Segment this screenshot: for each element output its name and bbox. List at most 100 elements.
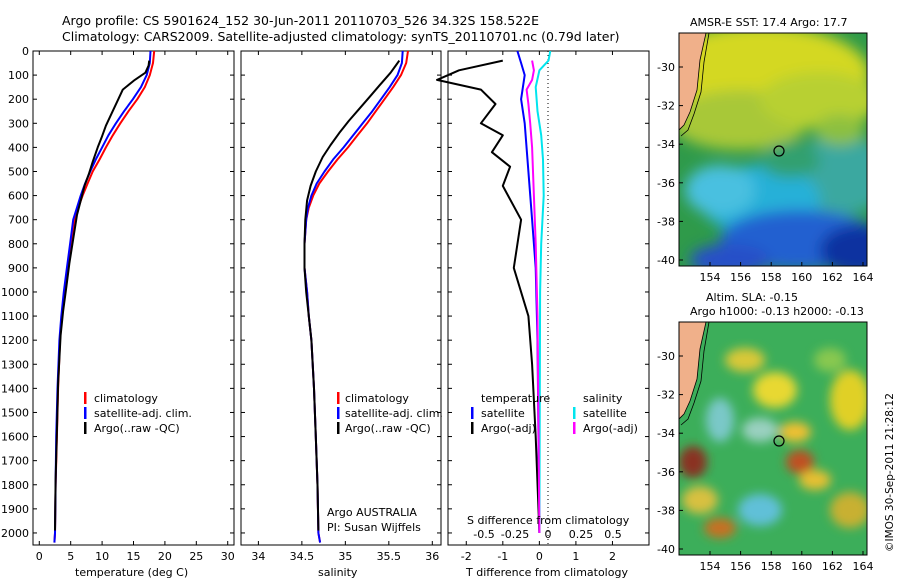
sla-map-axes: 154 156 158 160 162 164 -30 -32 -34 -36 -38 -40	[657, 350, 873, 573]
y-tick-label: 1900	[1, 503, 29, 516]
legend-swatch-argo	[84, 422, 87, 434]
series-line-climatology	[303, 50, 409, 543]
series-line-satellite	[534, 50, 552, 534]
y-tick-label: 1600	[1, 431, 29, 444]
lat-tick-label: -38	[657, 504, 675, 517]
legend-label-t-satellite: satellite	[481, 407, 525, 420]
lon-tick-label: 156	[730, 271, 751, 284]
x-tick-label: 30	[221, 550, 235, 563]
y-tick-label: 1800	[1, 479, 29, 492]
figure-title-line2: Climatology: CARS2009. Satellite-adjuste…	[62, 29, 619, 44]
legend-label-satellite: satellite-adj. clim.	[345, 407, 443, 420]
y-tick-label: 1300	[1, 358, 29, 371]
legend-label-argo: Argo(..raw -QC)	[345, 422, 431, 435]
argo-location-marker	[773, 145, 785, 157]
legend-swatch-s-argo	[573, 422, 576, 434]
difference-legend: temperature satellite Argo(-adj) salinit…	[471, 392, 638, 435]
temperature-x-axis: 0 5 10 15 20 25 30	[36, 51, 235, 563]
lat-tick-label: -40	[657, 543, 675, 556]
sst-map-title: AMSR-E SST: 17.4 Argo: 17.7	[690, 16, 848, 29]
lat-tick-label: -30	[657, 350, 675, 363]
y-tick-label: 600	[8, 190, 29, 203]
sla-field	[679, 322, 867, 555]
lat-tick-label: -34	[657, 427, 675, 440]
difference-x-axis: -2 -1 0 1 2	[461, 51, 616, 563]
legend-title-salinity: salinity	[583, 392, 623, 405]
shelf-contour	[680, 322, 710, 426]
y-tick-label: 0	[22, 45, 29, 58]
sla-map-title2: Argo h1000: -0.13 h2000: -0.13	[690, 305, 864, 318]
lon-tick-label: 156	[730, 560, 751, 573]
y-tick-label: 200	[8, 93, 29, 106]
y-tick-label: 1400	[1, 382, 29, 395]
pi-label: PI: Susan Wijffels	[327, 521, 421, 534]
sla-map-title1: Altim. SLA: -0.15	[706, 291, 798, 304]
x-tick-label: 0	[36, 550, 43, 563]
australia-coast	[679, 33, 707, 131]
shelf-contour	[680, 33, 710, 137]
salinity-x-axis: 34 34.5 35 35.5 36	[251, 51, 439, 563]
difference-xlabel-bottom: T difference from climatology	[465, 566, 628, 579]
salinity-xlabel: salinity	[318, 566, 358, 579]
legend-swatch-t-argo	[471, 422, 474, 434]
y-tick-label: 1200	[1, 334, 29, 347]
x-tick-label: 0	[536, 550, 543, 563]
temperature-xlabel: temperature (deg C)	[75, 566, 188, 579]
difference-axes	[447, 50, 650, 546]
y-tick-label: 1100	[1, 310, 29, 323]
temperature-series	[53, 50, 156, 543]
difference-series	[436, 50, 552, 534]
sst-map-frame	[678, 32, 868, 267]
x-tick-label: 34.5	[290, 550, 315, 563]
salinity-series	[303, 50, 409, 543]
argo-location-marker	[773, 435, 785, 447]
temperature-panel: 0100200300400500600700800900100011001200…	[1, 45, 235, 579]
salinity-legend: climatology satellite-adj. clim. Argo(..…	[337, 392, 443, 435]
legend-swatch-s-satellite	[573, 407, 576, 419]
depth-axis: 0 100 200 300 400 500 600 700 800 900 1000 1100 1200…	[1, 45, 234, 540]
series-line-climatology	[53, 50, 156, 543]
y-tick-label: 100	[8, 69, 29, 82]
lon-tick-label: 158	[761, 560, 782, 573]
y-tick-label: 400	[8, 141, 29, 154]
y-tick-label: 1700	[1, 455, 29, 468]
lon-tick-label: 164	[853, 560, 874, 573]
legend-label-argo: Argo(..raw -QC)	[94, 422, 180, 435]
legend-swatch-satellite	[84, 407, 87, 419]
salinity-panel: 34 34.5 35 35.5 36 salinity climatology sate…	[240, 50, 443, 579]
lon-tick-label: 160	[791, 271, 812, 284]
x-tick-label: 36	[425, 550, 439, 563]
y-tick-label: 500	[8, 165, 29, 178]
lon-tick-label: 162	[822, 560, 843, 573]
credit-text: ©IMOS 30-Sep-2011 21:28:12	[884, 393, 896, 552]
legend-label-s-satellite: satellite	[583, 407, 627, 420]
difference-panel: -2 -1 0 1 2 T difference from climatology S …	[436, 50, 650, 579]
lon-tick-label: 158	[761, 271, 782, 284]
legend-title-temperature: temperature	[481, 392, 550, 405]
lon-tick-label: 154	[700, 560, 721, 573]
x-tick-label: 25	[189, 550, 203, 563]
sla-map: Altim. SLA: -0.15 Argo h1000: -0.13 h200…	[657, 291, 873, 573]
series-line-argo-raw-qc-	[303, 60, 401, 531]
argo-program-label: Argo AUSTRALIA	[327, 506, 417, 519]
lon-tick-label: 154	[700, 271, 721, 284]
lat-tick-label: -36	[657, 466, 675, 479]
australia-coast	[679, 322, 707, 420]
x-tick-label: 20	[158, 550, 172, 563]
lat-tick-label: -32	[657, 100, 675, 113]
salinity-y-ticks	[241, 50, 441, 534]
x-tick-label: 35.5	[377, 550, 402, 563]
x-tick-label: 5	[67, 550, 74, 563]
legend-swatch-argo	[337, 422, 340, 434]
s-tick-label: -0.5	[473, 528, 494, 541]
y-tick-label: 300	[8, 117, 29, 130]
lat-tick-label: -32	[657, 389, 675, 402]
legend-swatch-climatology	[84, 392, 87, 404]
series-line-satellite-adj-clim-	[303, 50, 404, 543]
series-line-argo-adj-	[525, 60, 541, 534]
y-tick-label: 1500	[1, 406, 29, 419]
y-tick-label: 700	[8, 214, 29, 227]
sst-map: AMSR-E SST: 17.4 Argo: 17.7 154 156 158 160…	[657, 16, 873, 284]
s-tick-label: 0.5	[604, 528, 622, 541]
